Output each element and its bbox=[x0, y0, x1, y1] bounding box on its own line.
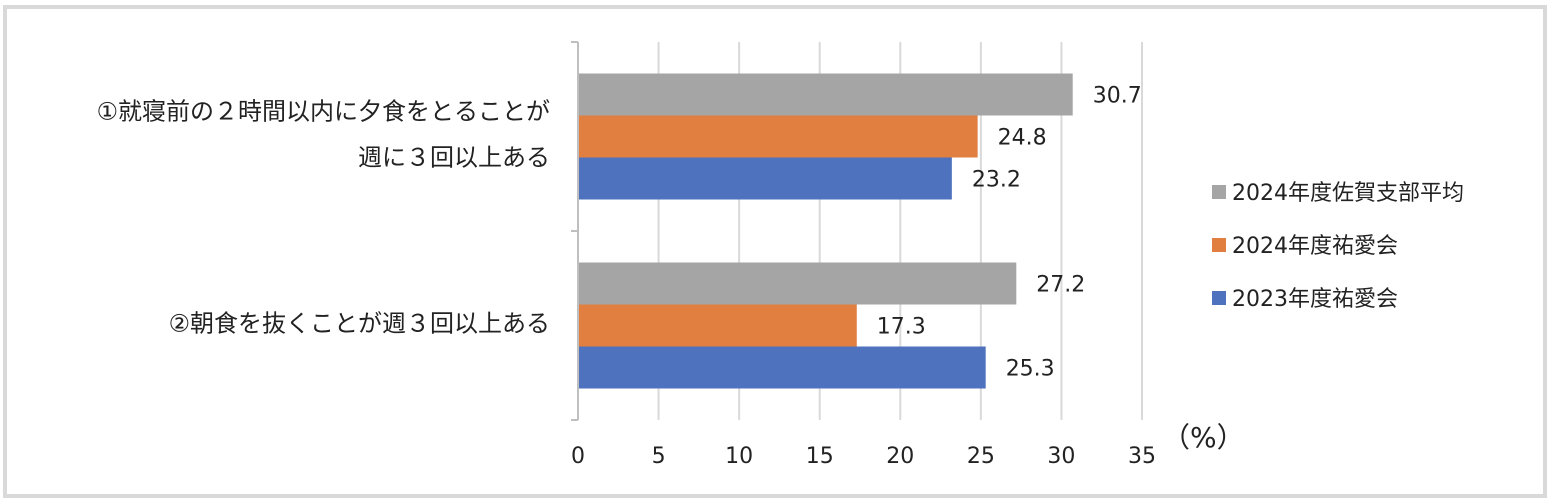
category-label: ①就寝前の２時間以内に夕食をとることが bbox=[96, 98, 550, 126]
x-tick-label: 35 bbox=[1128, 444, 1156, 469]
x-tick-label: 10 bbox=[725, 444, 753, 469]
value-label: 30.7 bbox=[1093, 84, 1142, 109]
bar bbox=[579, 262, 1017, 305]
x-tick-label: 25 bbox=[967, 444, 995, 469]
legend-label: 2023年度祐愛会 bbox=[1232, 287, 1398, 312]
category-label: 週に３回以上ある bbox=[358, 144, 550, 172]
value-label: 24.8 bbox=[998, 126, 1047, 151]
bar bbox=[579, 73, 1073, 116]
value-label: 23.2 bbox=[972, 168, 1021, 193]
category-label: ②朝食を抜くことが週３回以上ある bbox=[168, 310, 550, 338]
value-labels: 30.7 24.8 23.2 27.2 17.3 25.3 bbox=[877, 84, 1142, 382]
x-axis-unit: （%） bbox=[1162, 421, 1245, 454]
value-label: 27.2 bbox=[1036, 273, 1085, 298]
legend-swatch bbox=[1212, 238, 1226, 252]
legend-label: 2024年度祐愛会 bbox=[1232, 234, 1398, 259]
legend-swatch bbox=[1212, 185, 1226, 199]
legend-label: 2024年度佐賀支部平均 bbox=[1232, 181, 1464, 206]
axes bbox=[571, 41, 579, 421]
x-tick-label: 15 bbox=[806, 444, 834, 469]
bar bbox=[579, 115, 978, 158]
bar bbox=[579, 346, 986, 389]
x-tick-label: 20 bbox=[886, 444, 914, 469]
legend-swatch bbox=[1212, 291, 1226, 305]
bar bbox=[579, 157, 952, 200]
x-tick-label: 0 bbox=[571, 444, 585, 469]
bars bbox=[579, 73, 1073, 389]
bar bbox=[579, 304, 857, 347]
value-label: 25.3 bbox=[1006, 357, 1055, 382]
legend: 2024年度佐賀支部平均 2024年度祐愛会 2023年度祐愛会 bbox=[1212, 181, 1464, 312]
x-tick-label: 5 bbox=[652, 444, 666, 469]
x-tick-label: 30 bbox=[1047, 444, 1075, 469]
x-tick-labels: 0 5 10 15 20 25 30 35 bbox=[571, 444, 1156, 469]
value-label: 17.3 bbox=[877, 315, 926, 340]
